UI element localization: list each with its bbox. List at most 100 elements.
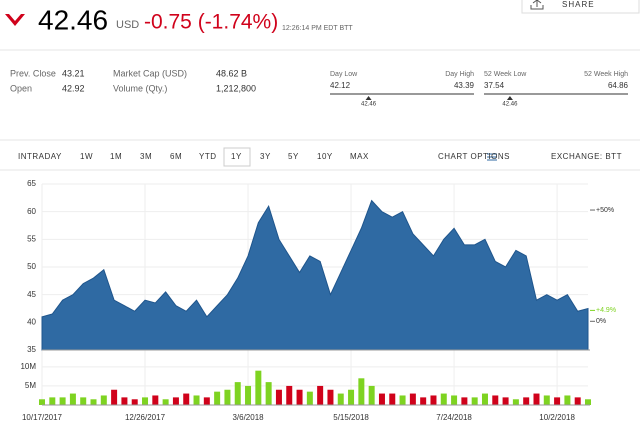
volume-bar — [286, 385, 293, 405]
y-tick-label: 65 — [27, 179, 36, 188]
chart-options[interactable]: CHART OPTIONS — [438, 152, 510, 161]
share-label: SHARE — [562, 0, 595, 9]
volume-bar — [348, 389, 355, 405]
range-current: 42.46 — [361, 102, 377, 108]
stat-value: 42.92 — [62, 83, 85, 93]
volume-bar — [409, 393, 416, 405]
volume-bar — [564, 395, 571, 405]
volume-bar — [121, 397, 128, 405]
tab[interactable]: 1Y — [231, 152, 242, 161]
currency: USD — [116, 19, 139, 31]
volume-bar — [255, 370, 262, 405]
volume-bar — [492, 395, 499, 405]
y-tick-label: 5M — [25, 381, 36, 390]
annotation: +4.9% — [596, 307, 616, 314]
volume-bar — [162, 399, 169, 405]
volume-bar — [49, 397, 56, 405]
volume-bar — [440, 393, 447, 405]
price: 42.46 — [38, 4, 108, 35]
tab[interactable]: 3M — [140, 152, 152, 161]
volume-bar — [214, 391, 221, 405]
volume-bar — [111, 389, 118, 405]
share-button[interactable] — [521, 0, 640, 14]
stat-value: 1,212,800 — [216, 83, 256, 93]
share-icon — [530, 0, 544, 10]
y-tick-label: 35 — [27, 345, 36, 354]
volume-bar — [245, 385, 252, 405]
range-high-label: Day High — [445, 71, 474, 78]
range-low: 42.12 — [330, 81, 351, 90]
y2-tick-label: 0% — [596, 318, 606, 325]
volume-bar — [172, 397, 179, 405]
tab[interactable]: YTD — [199, 152, 217, 161]
volume-bar — [378, 393, 385, 405]
volume-bar — [523, 397, 530, 405]
volume-bar — [585, 399, 591, 405]
tab[interactable]: 1M — [110, 152, 122, 161]
volume-bar — [265, 382, 272, 405]
volume-bar — [461, 397, 468, 405]
change: -0.75 (-1.74%) — [144, 11, 278, 34]
stat-value: 43.21 — [62, 68, 85, 78]
volume-bar — [306, 391, 313, 405]
volume-bar — [152, 395, 159, 405]
range-low: 37.54 — [484, 81, 505, 90]
volume-bar — [358, 378, 365, 405]
volume-bar — [543, 395, 550, 405]
volume-bar — [471, 397, 478, 405]
volume-bar — [90, 399, 97, 405]
tab[interactable]: 1W — [80, 152, 93, 161]
volume-bar — [193, 395, 200, 405]
volume-bar — [100, 395, 107, 405]
volume-bar — [317, 385, 324, 405]
tab[interactable]: 5Y — [288, 152, 299, 161]
volume-bar — [39, 399, 45, 405]
tab[interactable]: MAX — [350, 152, 369, 161]
volume-bar — [533, 393, 540, 405]
stat-label: Prev. Close — [10, 68, 56, 78]
stat-label: Market Cap (USD) — [113, 68, 187, 78]
tab[interactable]: 3Y — [260, 152, 271, 161]
volume-bar — [183, 393, 190, 405]
range-high: 64.86 — [608, 81, 629, 90]
stat-label: Open — [10, 83, 32, 93]
x-tick-label: 10/2/2018 — [539, 413, 575, 422]
y-tick-label: 55 — [27, 234, 36, 243]
volume-bar — [420, 397, 427, 405]
x-tick-label: 3/6/2018 — [232, 413, 264, 422]
volume-bar — [389, 393, 396, 405]
volume-bar — [368, 385, 375, 405]
range-marker — [506, 96, 513, 100]
volume-bar — [234, 382, 241, 405]
range-bar — [330, 93, 474, 95]
volume-bar — [80, 397, 87, 405]
volume-bar — [203, 397, 210, 405]
down-arrow — [5, 14, 25, 26]
y-tick-label: 45 — [27, 290, 36, 299]
active-tab — [223, 147, 251, 167]
volume-bar — [451, 395, 458, 405]
menu-icon — [487, 153, 497, 161]
tab[interactable]: 6M — [170, 152, 182, 161]
volume-bar — [131, 399, 138, 405]
x-tick-label: 12/26/2017 — [125, 413, 166, 422]
exchange[interactable]: EXCHANGE: BTT — [551, 152, 622, 161]
tab[interactable]: 10Y — [317, 152, 333, 161]
volume-bar — [142, 397, 149, 405]
volume-bar — [275, 389, 282, 405]
range-low-label: 52 Week Low — [484, 71, 527, 78]
range-high-label: 52 Week High — [584, 71, 628, 78]
timestamp: 12:26:14 PM EDT BTT — [282, 25, 353, 32]
range-current: 42.46 — [502, 102, 518, 108]
volume-bar — [430, 395, 437, 405]
volume-bar — [59, 397, 66, 405]
x-tick-label: 10/17/2017 — [22, 413, 63, 422]
y-tick-label: 60 — [27, 207, 36, 216]
tab[interactable]: INTRADAY — [18, 152, 62, 161]
volume-bar — [296, 389, 303, 405]
volume-bar — [481, 393, 488, 405]
y2-tick-label: +50% — [596, 207, 614, 214]
y-tick-label: 40 — [27, 317, 36, 326]
stat-value: 48.62 B — [216, 68, 247, 78]
